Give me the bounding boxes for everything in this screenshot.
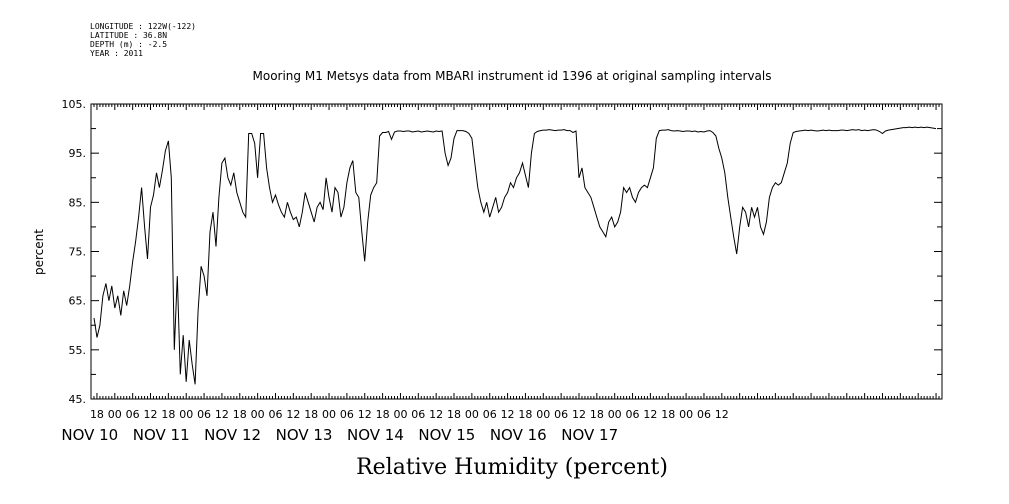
x-axis-label: Relative Humidity (percent) (356, 455, 668, 480)
x-tick-label: 06 (126, 408, 140, 421)
x-tick-label: 00 (465, 408, 479, 421)
meta-latitude: LATITUDE : 36.8N (90, 31, 167, 40)
day-label: NOV 13 (276, 426, 333, 444)
x-tick-label: 18 (233, 408, 247, 421)
x-tick-label: 18 (304, 408, 318, 421)
x-tick-label: 18 (376, 408, 390, 421)
x-tick-label: 18 (518, 408, 532, 421)
y-tick-label: 95. (69, 147, 87, 160)
x-tick-labels: 18 00 06 12 18 00 06 12 18 00 06 12 18 00 06 12 18 00 06 12… (90, 408, 729, 421)
x-tick-label: 18 (90, 408, 104, 421)
x-tick-label: 12 (572, 408, 586, 421)
day-labels: NOV 10 NOV 11 NOV 12 NOV 13 NOV 14 NOV 15 NOV … (61, 426, 618, 444)
y-tick-label: 55. (69, 344, 87, 357)
y-axis-label: percent (32, 229, 46, 275)
x-tick-label: 00 (393, 408, 407, 421)
x-tick-label: 12 (643, 408, 657, 421)
x-tick-label: 06 (483, 408, 497, 421)
day-label: NOV 17 (561, 426, 618, 444)
x-tick-label: 00 (322, 408, 336, 421)
x-tick-label: 06 (626, 408, 640, 421)
y-tick-label: 75. (69, 246, 87, 259)
x-tick-label: 00 (108, 408, 122, 421)
x-tick-label: 18 (447, 408, 461, 421)
x-tick-label: 00 (608, 408, 622, 421)
x-tick-label: 06 (697, 408, 711, 421)
x-tick-label: 12 (144, 408, 158, 421)
x-tick-label: 00 (536, 408, 550, 421)
x-tick-label: 18 (161, 408, 175, 421)
x-tick-label: 12 (429, 408, 443, 421)
y-tick-label: 45. (69, 393, 87, 406)
chart-title: Mooring M1 Metsys data from MBARI instru… (253, 69, 772, 83)
x-tick-label: 12 (215, 408, 229, 421)
day-label: NOV 12 (204, 426, 261, 444)
x-tick-label: 06 (340, 408, 354, 421)
day-label: NOV 11 (133, 426, 190, 444)
x-tick-label: 00 (251, 408, 265, 421)
day-label: NOV 16 (490, 426, 547, 444)
x-tick-label: 18 (590, 408, 604, 421)
x-tick-label: 06 (411, 408, 425, 421)
x-axis (90, 104, 943, 399)
x-tick-label: 12 (286, 408, 300, 421)
meta-year: YEAR : 2011 (90, 49, 143, 58)
x-tick-label: 06 (197, 408, 211, 421)
plot-frame (90, 103, 943, 400)
meta-longitude: LONGITUDE : 122W(-122) (90, 22, 196, 31)
x-tick-label: 12 (501, 408, 515, 421)
y-tick-label: 85. (69, 196, 87, 209)
x-tick-label: 12 (358, 408, 372, 421)
day-label: NOV 10 (61, 426, 118, 444)
y-tick-label: 65. (69, 295, 87, 308)
x-tick-label: 00 (179, 408, 193, 421)
y-axis: 45. 55. 65. 75. 85. 95. 105. (62, 98, 942, 406)
x-tick-label: 18 (661, 408, 675, 421)
x-tick-label: 00 (679, 408, 693, 421)
day-label: NOV 14 (347, 426, 404, 444)
y-tick-label: 105. (62, 98, 87, 111)
meta-depth: DEPTH (m) : -2.5 (90, 40, 167, 49)
x-tick-label: 06 (268, 408, 282, 421)
day-label: NOV 15 (418, 426, 475, 444)
x-tick-label: 06 (554, 408, 568, 421)
humidity-series-line (93, 126, 937, 385)
x-tick-label: 12 (715, 408, 729, 421)
